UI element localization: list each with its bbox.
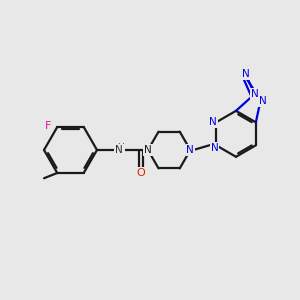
Text: N: N <box>259 96 267 106</box>
Text: N: N <box>115 145 123 155</box>
Text: F: F <box>45 121 52 130</box>
Text: N: N <box>242 70 250 80</box>
Text: O: O <box>137 168 146 178</box>
Text: N: N <box>144 145 152 155</box>
Text: H: H <box>117 143 124 152</box>
Text: N: N <box>211 143 218 153</box>
Text: N: N <box>187 145 194 155</box>
Text: N: N <box>250 89 258 99</box>
Text: N: N <box>209 117 217 127</box>
